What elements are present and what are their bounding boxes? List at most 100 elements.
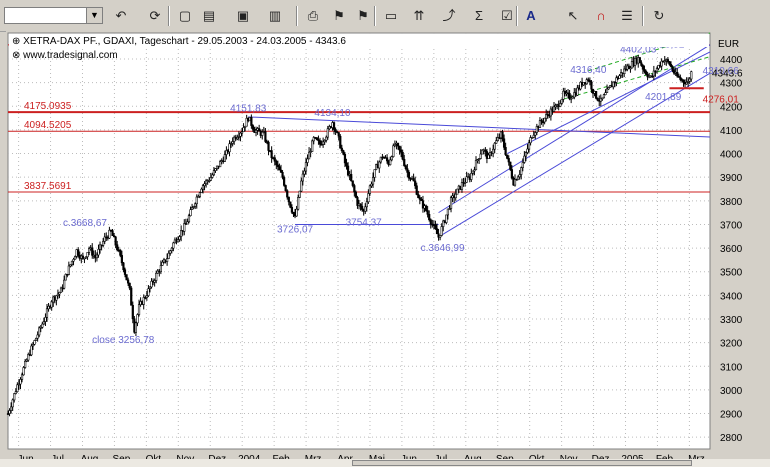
candle-body bbox=[13, 393, 16, 401]
candle-body bbox=[172, 242, 175, 249]
candle-body bbox=[666, 59, 669, 62]
candle-body bbox=[91, 247, 94, 256]
flag-icon[interactable]: ⚑ bbox=[333, 8, 345, 23]
candle-body bbox=[229, 143, 233, 145]
chevron-down-icon[interactable]: ▼ bbox=[86, 8, 102, 23]
candle-body bbox=[652, 70, 655, 77]
candle-body bbox=[373, 169, 376, 178]
redo-icon[interactable]: ↻ bbox=[653, 8, 665, 23]
new-document-icon[interactable]: ▢ bbox=[178, 8, 192, 23]
candle-body bbox=[426, 210, 429, 215]
candle-body bbox=[389, 159, 392, 166]
price-annotation: 4151,83 bbox=[230, 104, 267, 115]
candle-body bbox=[22, 367, 25, 376]
candle-body bbox=[88, 248, 91, 253]
candle-body bbox=[442, 220, 445, 227]
magnet-icon[interactable]: ∩ bbox=[596, 8, 606, 23]
candle-body bbox=[370, 183, 373, 187]
candle-body bbox=[629, 67, 632, 70]
y-tick-label: 3200 bbox=[720, 339, 743, 350]
candle-body bbox=[396, 142, 400, 147]
candle-body bbox=[86, 252, 89, 258]
candle-body bbox=[646, 74, 649, 78]
indicator-icon[interactable]: ⇈ bbox=[413, 8, 425, 23]
candle-body bbox=[638, 57, 641, 64]
candle-body bbox=[560, 98, 563, 104]
copy-icon[interactable]: ▥ bbox=[268, 8, 282, 23]
candle-body bbox=[278, 166, 281, 171]
chart-type-icon[interactable]: ▭ bbox=[384, 8, 398, 23]
candle-body bbox=[406, 168, 409, 173]
candle-body bbox=[24, 360, 27, 368]
candle-body bbox=[83, 257, 86, 260]
candle-body bbox=[644, 71, 648, 75]
scroll-thumb[interactable] bbox=[352, 460, 692, 466]
candle-body bbox=[236, 137, 239, 140]
price-annotation: 4310,66 bbox=[703, 66, 740, 77]
price-chart[interactable]: 2800 2900 3000 3100 3200 3300 3400 3500 3600 3700… bbox=[6, 31, 770, 465]
candle-body bbox=[496, 137, 499, 141]
candle-body bbox=[518, 174, 521, 178]
candle-body bbox=[326, 128, 329, 138]
candle-body bbox=[279, 169, 283, 173]
symbol-select[interactable]: ▼ bbox=[4, 7, 103, 24]
fib-level-label: 3837.5691 bbox=[24, 181, 72, 192]
print-icon[interactable]: ⎙ bbox=[307, 8, 319, 23]
cursor-icon[interactable]: ↖ bbox=[567, 8, 579, 23]
properties-icon[interactable]: ☑ bbox=[501, 8, 513, 23]
candle-body bbox=[449, 197, 453, 209]
y-tick-label: 3800 bbox=[720, 197, 743, 208]
candle-body bbox=[166, 258, 169, 262]
candle-body bbox=[361, 205, 364, 210]
candle-body bbox=[412, 178, 415, 182]
candle-body bbox=[677, 75, 680, 78]
candle-body bbox=[479, 153, 482, 159]
candle-body bbox=[258, 128, 261, 132]
candle-body bbox=[300, 180, 303, 192]
trend-line-channel-mid bbox=[506, 51, 711, 154]
save-icon[interactable]: ▣ bbox=[236, 8, 250, 23]
candle-body bbox=[365, 201, 368, 208]
candle-body bbox=[84, 256, 88, 259]
candle-body bbox=[122, 262, 125, 271]
text-tool-icon[interactable]: A bbox=[526, 8, 536, 23]
candle-body bbox=[393, 143, 396, 147]
candle-body bbox=[242, 127, 245, 132]
back-arrow-icon[interactable]: ↶ bbox=[115, 8, 127, 23]
candle-body bbox=[201, 185, 205, 190]
candle-body bbox=[112, 235, 116, 238]
fibonacci-icon[interactable]: Σ bbox=[474, 8, 484, 23]
candle-body bbox=[297, 197, 300, 210]
y-tick-label: 4000 bbox=[720, 150, 743, 161]
candle-body bbox=[523, 155, 526, 163]
candle-body bbox=[211, 174, 214, 178]
candle-body bbox=[17, 383, 21, 386]
price-annotation: 4201,89 bbox=[645, 92, 682, 103]
y-tick-label: 3900 bbox=[720, 173, 743, 184]
candle-body bbox=[400, 149, 403, 153]
candle-body bbox=[332, 122, 336, 130]
y-tick-label: 2900 bbox=[720, 410, 743, 421]
candle-body bbox=[10, 406, 13, 411]
refresh-icon[interactable]: ⟳ bbox=[149, 8, 161, 23]
candle-body bbox=[460, 182, 464, 190]
candle-body bbox=[345, 162, 348, 167]
y-tick-label: 4200 bbox=[720, 102, 743, 113]
candle-body bbox=[655, 68, 659, 73]
candle-body bbox=[276, 164, 279, 167]
template-icon[interactable]: ☰ bbox=[621, 8, 633, 23]
candle-body bbox=[198, 192, 201, 197]
open-folder-icon[interactable]: ▤ bbox=[202, 8, 216, 23]
flag-icon[interactable]: ⚑ bbox=[357, 8, 369, 23]
plot-area bbox=[7, 32, 711, 450]
candle-body bbox=[385, 157, 389, 162]
candle-body bbox=[41, 323, 44, 328]
candle-body bbox=[225, 150, 228, 155]
horizontal-scrollbar[interactable] bbox=[0, 459, 770, 467]
candle-body bbox=[64, 273, 67, 281]
candle-body bbox=[463, 182, 467, 184]
line-tool-icon[interactable]: ⤴ bbox=[442, 8, 456, 23]
trend-line-trend-top bbox=[248, 116, 711, 138]
candle-body bbox=[493, 142, 496, 150]
candle-body bbox=[476, 159, 479, 161]
